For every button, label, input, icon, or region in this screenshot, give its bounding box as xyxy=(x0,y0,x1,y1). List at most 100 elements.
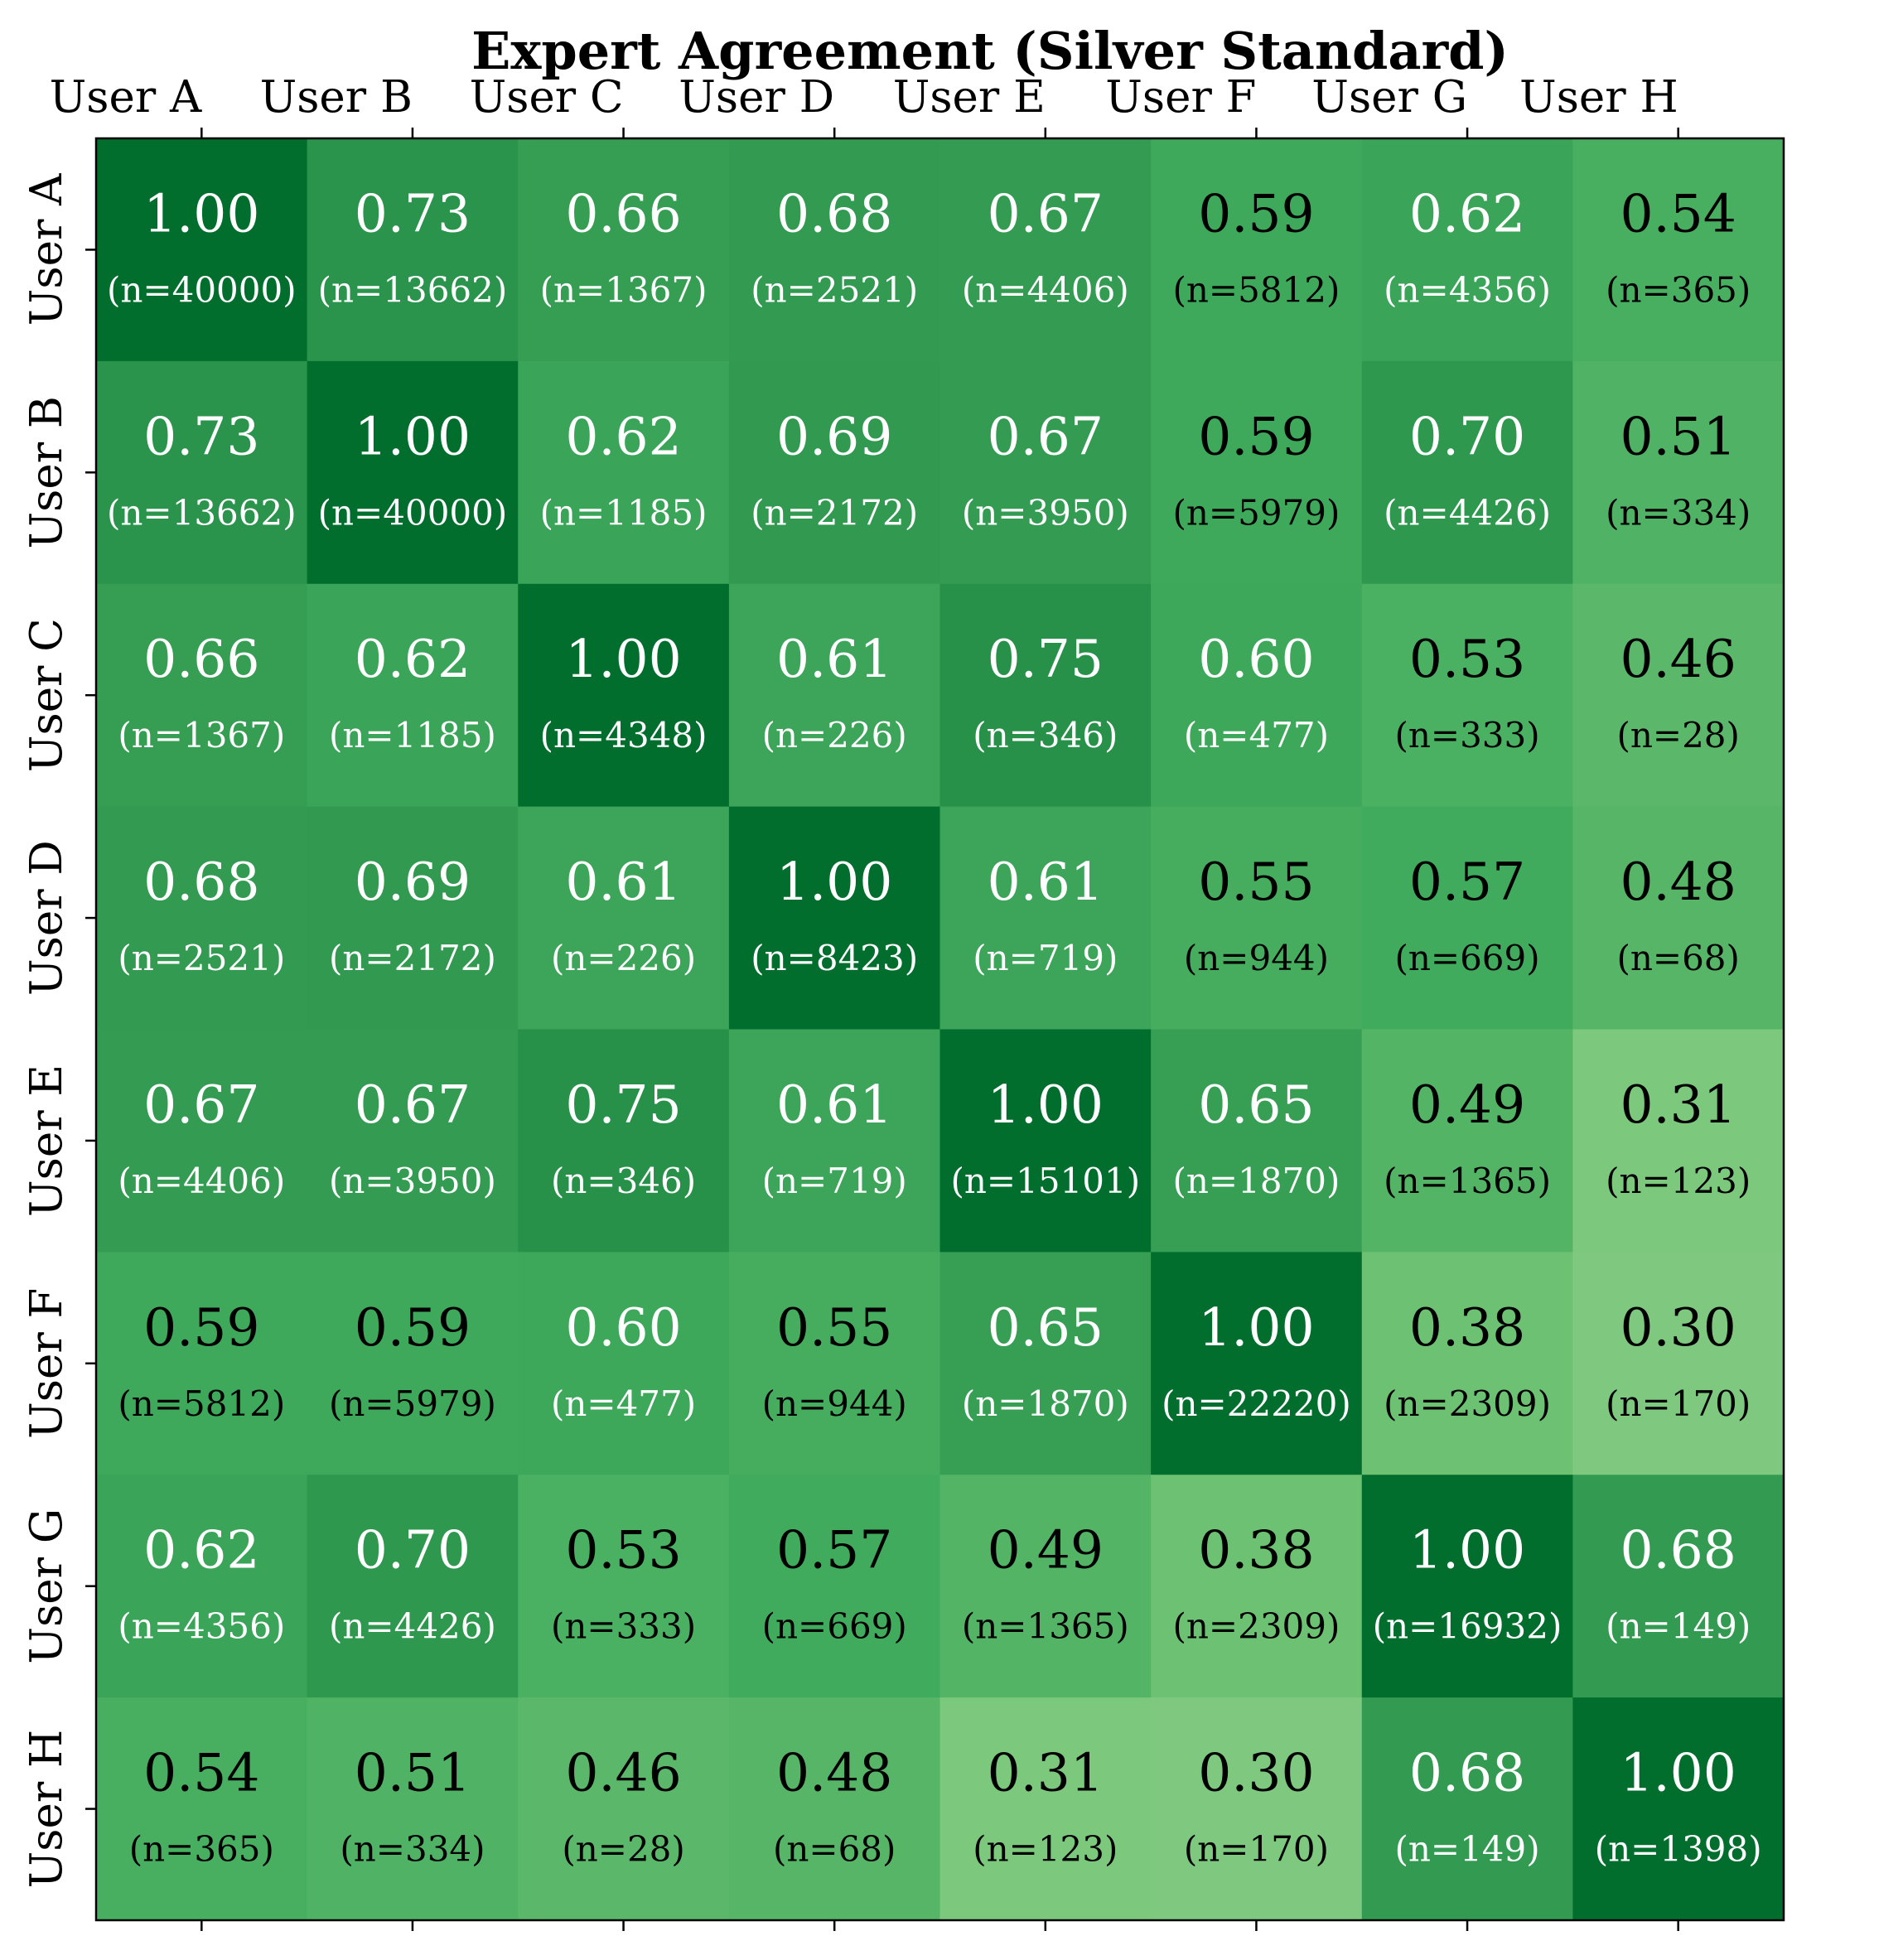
cell-value-label: 0.65 xyxy=(988,1297,1104,1358)
cell-count-label: (n=4348) xyxy=(540,715,708,756)
cell-value-label: 0.67 xyxy=(355,1074,471,1135)
cell-value-label: 0.54 xyxy=(143,1743,259,1803)
cell-count-label: (n=2521) xyxy=(118,938,285,978)
heatmap-cell xyxy=(1151,806,1363,1031)
cell-count-label: (n=170) xyxy=(1606,1383,1751,1424)
heatmap-cell xyxy=(1572,1252,1785,1475)
x-tick-label: User H xyxy=(1519,72,1678,123)
cell-value-label: 0.65 xyxy=(1198,1074,1314,1135)
cell-count-label: (n=1367) xyxy=(118,715,285,756)
cell-value-label: 0.46 xyxy=(1620,629,1736,689)
cell-count-label: (n=334) xyxy=(1606,492,1751,533)
cell-count-label: (n=68) xyxy=(773,1829,896,1870)
cell-count-label: (n=28) xyxy=(1616,715,1739,756)
cell-count-label: (n=123) xyxy=(1606,1161,1751,1201)
heatmap-cell xyxy=(1361,1697,1573,1921)
heatmap-cell xyxy=(1151,360,1363,585)
cell-count-label: (n=13662) xyxy=(318,269,508,310)
heatmap-cell xyxy=(518,583,730,808)
cell-value-label: 1.00 xyxy=(1198,1297,1314,1358)
cell-value-label: 0.51 xyxy=(1620,406,1736,466)
cell-count-label: (n=226) xyxy=(551,938,696,978)
cell-count-label: (n=669) xyxy=(762,1606,907,1647)
cell-count-label: (n=4356) xyxy=(118,1606,285,1647)
cell-value-label: 1.00 xyxy=(776,852,892,912)
cell-value-label: 0.75 xyxy=(988,629,1104,689)
heatmap-cell xyxy=(307,1029,519,1253)
cell-value-label: 0.62 xyxy=(143,1520,259,1581)
cell-count-label: (n=2172) xyxy=(329,938,496,978)
cell-value-label: 0.70 xyxy=(1409,406,1525,466)
cell-count-label: (n=40000) xyxy=(318,492,508,533)
heatmap-cell xyxy=(307,1252,519,1475)
y-tick-label: User E xyxy=(22,1064,72,1217)
cell-labels: 1.00 (n=40000) 0.73 (n=13662) 0.66 (n=1367) 0.… xyxy=(107,183,1762,1869)
cell-value-label: 0.61 xyxy=(565,852,681,912)
cell-count-label: (n=334) xyxy=(340,1829,485,1870)
cell-value-label: 0.38 xyxy=(1198,1520,1314,1581)
heatmap-cell xyxy=(1361,1252,1573,1475)
cell-value-label: 0.62 xyxy=(1409,183,1525,244)
heatmap-cell xyxy=(518,1029,730,1253)
heatmap-cell xyxy=(939,1697,1152,1921)
cell-count-label: (n=1365) xyxy=(1384,1161,1551,1201)
cell-value-label: 1.00 xyxy=(1620,1743,1736,1803)
cell-value-label: 0.38 xyxy=(1409,1297,1525,1358)
heatmap-cell xyxy=(728,806,941,1031)
heatmap-cell xyxy=(96,1252,308,1475)
cell-value-label: 0.30 xyxy=(1620,1297,1736,1358)
cell-count-label: (n=40000) xyxy=(107,269,297,310)
cell-count-label: (n=3950) xyxy=(329,1161,496,1201)
cell-value-label: 0.46 xyxy=(565,1743,681,1803)
cell-value-label: 0.70 xyxy=(355,1520,471,1581)
heatmap-cell xyxy=(96,583,308,808)
cell-count-label: (n=477) xyxy=(551,1383,696,1424)
y-tick-label: User D xyxy=(22,840,72,996)
cell-value-label: 0.49 xyxy=(988,1520,1104,1581)
heatmap-cell xyxy=(96,1029,308,1253)
cell-value-label: 0.60 xyxy=(565,1297,681,1358)
cell-value-label: 1.00 xyxy=(355,406,471,466)
cell-value-label: 1.00 xyxy=(143,183,259,244)
heatmap-cell xyxy=(1361,583,1573,808)
cell-count-label: (n=5812) xyxy=(118,1383,285,1424)
cell-value-label: 0.57 xyxy=(776,1520,892,1581)
cell-count-label: (n=365) xyxy=(129,1829,274,1870)
x-tick-label: User B xyxy=(260,72,413,123)
cell-count-label: (n=2309) xyxy=(1384,1383,1551,1424)
cell-count-label: (n=28) xyxy=(562,1829,684,1870)
heatmap-cell xyxy=(728,1475,941,1698)
cell-value-label: 0.67 xyxy=(143,1074,259,1135)
cell-value-label: 0.69 xyxy=(776,406,892,466)
y-tick-label: User B xyxy=(22,396,72,548)
heatmap-cell xyxy=(1361,1475,1573,1698)
cell-count-label: (n=1185) xyxy=(540,492,708,533)
heatmap-cell xyxy=(939,138,1152,362)
heatmap-cell xyxy=(728,360,941,585)
cell-count-label: (n=1870) xyxy=(1172,1161,1340,1201)
cell-value-label: 0.57 xyxy=(1409,852,1525,912)
heatmap-cell xyxy=(518,1697,730,1921)
cell-value-label: 0.31 xyxy=(1620,1074,1736,1135)
cell-value-label: 0.67 xyxy=(988,183,1104,244)
cell-value-label: 0.68 xyxy=(1620,1520,1736,1581)
heatmap-cell xyxy=(728,583,941,808)
cell-count-label: (n=149) xyxy=(1606,1606,1751,1647)
heatmap-cell xyxy=(307,806,519,1031)
cell-count-label: (n=3950) xyxy=(962,492,1129,533)
y-tick-label: User F xyxy=(22,1288,72,1439)
cell-count-label: (n=4406) xyxy=(962,269,1129,310)
cell-value-label: 0.68 xyxy=(1409,1743,1525,1803)
cell-value-label: 0.53 xyxy=(565,1520,681,1581)
heatmap-cell xyxy=(1572,806,1785,1031)
cell-count-label: (n=15101) xyxy=(950,1161,1140,1201)
cell-count-label: (n=170) xyxy=(1184,1829,1329,1870)
y-tick-label: User H xyxy=(22,1730,72,1889)
cell-count-label: (n=4426) xyxy=(329,1606,496,1647)
x-tick-label: User F xyxy=(1105,72,1256,123)
heatmap-cell xyxy=(96,1475,308,1698)
cell-value-label: 0.49 xyxy=(1409,1074,1525,1135)
heatmap-cell xyxy=(939,583,1152,808)
y-tick-label: User C xyxy=(22,618,72,772)
x-tick-label: User E xyxy=(893,72,1046,123)
